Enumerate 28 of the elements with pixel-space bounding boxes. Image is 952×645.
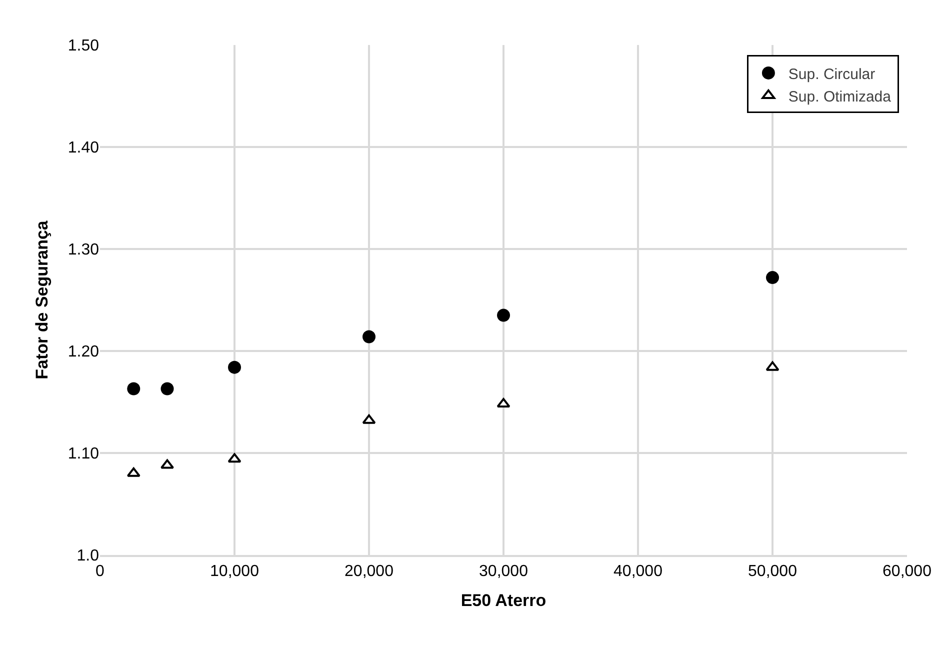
y-tick-label: 1.50 [68,38,100,55]
y-tick-label: 1.20 [68,344,100,361]
y-tick-label: 1.10 [68,446,100,463]
point [497,308,510,322]
x-axis-title: E50 Aterro [460,590,546,610]
point [766,361,780,371]
point [362,330,376,344]
point [160,382,174,396]
x-tick-label: 0 [96,562,105,580]
x-tick-label: 10,000 [210,562,260,580]
y-tick-label: 1.0 [76,548,100,565]
x-tick-label: 40,000 [614,562,663,580]
legend-label: Sup. Otimizada [788,88,892,106]
x-tick-label: 20,000 [344,562,394,580]
y-axis-title: Fator de Segurança [32,220,52,380]
x-tick-label: 30,000 [479,562,528,580]
legend-label: Sup. Circular [788,66,876,83]
point [228,360,241,374]
point [126,467,140,477]
point [496,398,510,408]
y-tick-label: 1.30 [68,242,100,259]
y-tick-label: 1.40 [68,140,100,157]
x-tick-label: 50,000 [748,562,798,580]
point [766,271,779,284]
point [362,414,376,424]
x-tick-label: 60,000 [882,562,932,580]
point [127,382,140,396]
point [228,453,242,463]
